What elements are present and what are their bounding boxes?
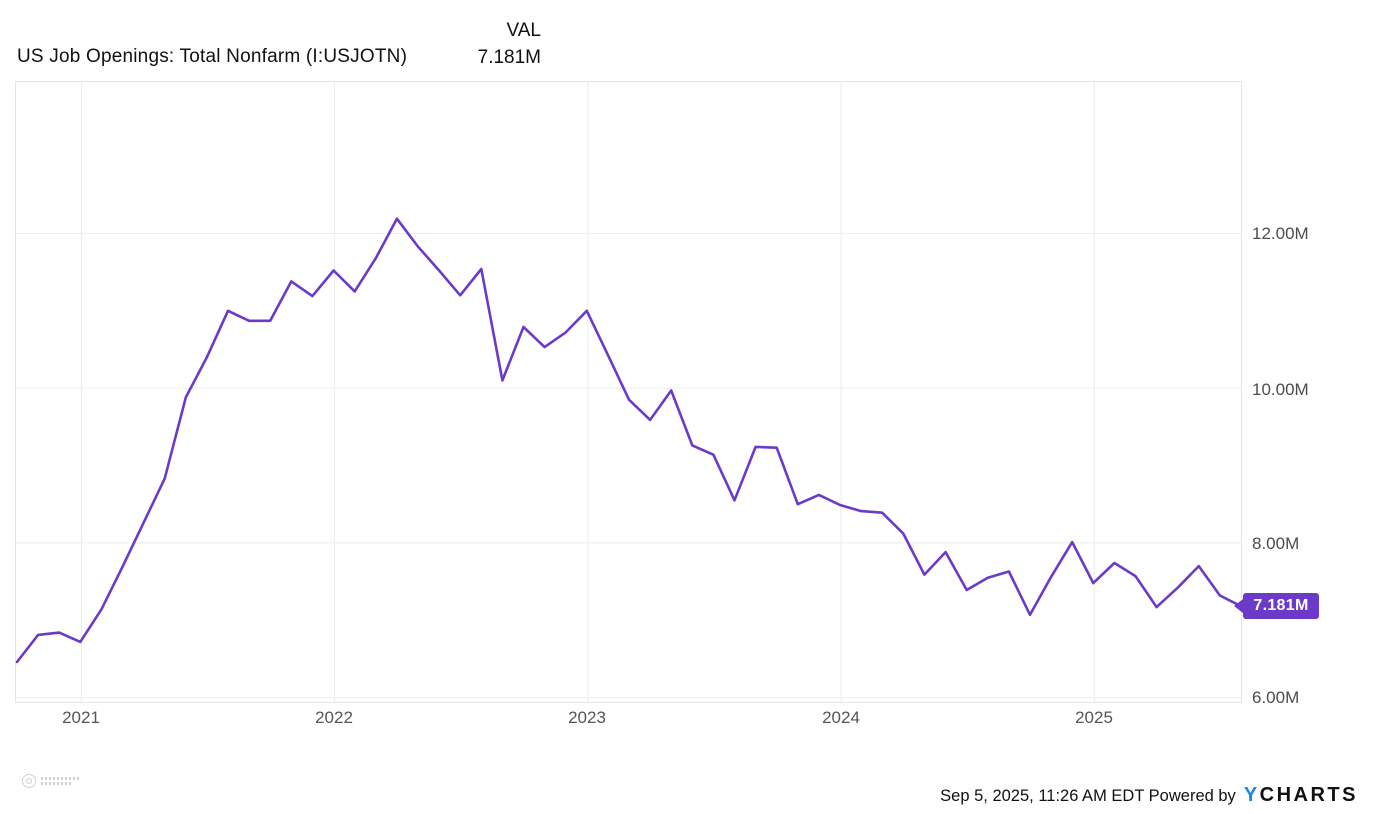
x-tick-label: 2021 <box>62 708 100 727</box>
timestamp: Sep 5, 2025, 11:26 AM EDT Powered by <box>940 787 1236 805</box>
y-tick-label: 8.00M <box>1252 534 1300 553</box>
y-tick-label: 6.00M <box>1252 688 1300 707</box>
value-column-header: VAL 7.181M <box>420 20 541 69</box>
x-tick-label: 2025 <box>1075 708 1113 727</box>
x-tick-label: 2022 <box>315 708 353 727</box>
x-axis: 2021 2022 2023 2024 2025 <box>15 708 1242 730</box>
ycharts-logo: YCHARTS <box>1244 784 1358 807</box>
footer: Sep 5, 2025, 11:26 AM EDT Powered by YCH… <box>940 784 1358 807</box>
val-column-label: VAL <box>506 20 541 41</box>
x-tick-label: 2023 <box>568 708 606 727</box>
ycharts-logo-rest: CHARTS <box>1259 784 1358 806</box>
ycharts-logo-y: Y <box>1243 784 1260 806</box>
circular-emblem-icon <box>22 774 36 788</box>
job-openings-line-chart <box>15 81 1242 703</box>
y-tick-label: 10.00M <box>1252 380 1309 399</box>
last-value-badge: 7.181M <box>1234 593 1319 619</box>
watermark-micro-text <box>41 775 81 787</box>
watermark-logo <box>22 774 81 788</box>
chart-plot-area[interactable] <box>15 81 1242 703</box>
y-tick-label: 12.00M <box>1252 224 1309 243</box>
x-tick-label: 2024 <box>822 708 860 727</box>
val-current-value: 7.181M <box>477 47 541 68</box>
page-title: US Job Openings: Total Nonfarm (I:USJOTN… <box>17 46 408 67</box>
last-value-badge-text: 7.181M <box>1253 597 1309 614</box>
